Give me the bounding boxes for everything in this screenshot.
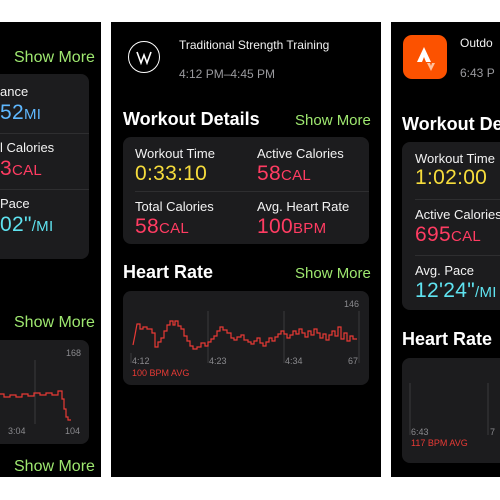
chart-min-label: 104 (65, 426, 81, 436)
avg-pace-label: Avg. Pace (415, 263, 475, 278)
workout-details-heading: Workout Details (123, 109, 260, 129)
show-more-button[interactable]: Show More (14, 458, 95, 475)
active-calories-value: 695CAL (415, 223, 482, 246)
stat-value: 02"/MI (0, 213, 54, 236)
chart-max-label: 146 (344, 299, 360, 309)
workout-details-heading: Workout De (402, 114, 500, 134)
divider (0, 189, 89, 190)
stat-label: l Calories (0, 140, 55, 155)
total-calories-value: 58CAL (135, 215, 190, 238)
chart-max-label: 168 (66, 348, 82, 358)
left-heart-rate-chart: 168 3:04 104 (0, 340, 89, 444)
show-more-button[interactable]: Show More (14, 49, 95, 66)
show-more-button[interactable]: Show More (14, 314, 95, 331)
left-workout-panel: Show More ance 52MI l Calories 3CAL Pace… (0, 22, 101, 477)
avg-heart-rate-label: Avg. Heart Rate (257, 199, 350, 214)
center-workout-panel: Traditional Strength Training 4:12 PM–4:… (111, 22, 381, 477)
x-axis-tick: 6:43 (411, 427, 429, 437)
stat-value: 3CAL (0, 157, 43, 180)
workout-time-label: Workout Time (415, 151, 495, 166)
x-axis-tick: 4:12 (132, 356, 150, 366)
divider (135, 191, 369, 192)
active-calories-label: Active Calories (415, 207, 500, 222)
workout-time-value: 1:02:00 (415, 166, 488, 189)
workout-title: Traditional Strength Training (179, 38, 330, 52)
heart-rate-grid (409, 383, 489, 435)
workout-details-card: Workout Time 1:02:00 Active Calories 695… (402, 142, 500, 310)
divider (0, 133, 89, 134)
x-axis-tick: 4:23 (209, 356, 227, 366)
heart-rate-heading: Heart Rate (402, 329, 493, 349)
stat-label: Pace (0, 196, 30, 211)
avg-bpm-label: 100 BPM AVG (132, 368, 190, 378)
strava-icon (403, 35, 447, 79)
workout-title: Outdo (460, 36, 493, 50)
workout-time-value: 0:33:10 (135, 162, 208, 185)
total-calories-label: Total Calories (135, 199, 214, 214)
divider (415, 199, 500, 200)
divider (415, 255, 500, 256)
x-axis-tick: 7 (490, 427, 496, 437)
avg-heart-rate-value: 100BPM (257, 215, 327, 238)
stat-label: ance (0, 84, 29, 99)
active-calories-label: Active Calories (257, 146, 344, 161)
heart-rate-chart-card: 6:43 7 117 BPM AVG (402, 358, 500, 463)
workout-time-range: 6:43 P (460, 66, 495, 80)
workout-time-range: 4:12 PM–4:45 PM (179, 67, 276, 81)
stat-value: 52MI (0, 101, 42, 124)
heart-rate-chart-card: 146 4:12 4:23 4:34 67 100 BPM AVG (123, 291, 369, 385)
active-calories-value: 58CAL (257, 162, 312, 185)
avg-pace-value: 12'24"/MI (415, 279, 497, 302)
avg-bpm-label: 117 BPM AVG (411, 438, 468, 448)
details-show-more-button[interactable]: Show More (295, 112, 371, 129)
workout-time-label: Workout Time (135, 146, 215, 161)
strength-training-w-icon (128, 41, 160, 73)
left-stats-card: ance 52MI l Calories 3CAL Pace 02"/MI (0, 74, 89, 259)
x-axis-tick: 3:04 (8, 426, 26, 436)
workout-details-card: Workout Time 0:33:10 Active Calories 58C… (123, 137, 369, 244)
heart-rate-line (130, 311, 360, 363)
chart-min-label: 67 (348, 356, 359, 366)
heart-rate-line (0, 360, 71, 424)
x-axis-tick: 4:34 (285, 356, 303, 366)
heart-rate-show-more-button[interactable]: Show More (295, 265, 371, 282)
heart-rate-heading: Heart Rate (123, 262, 214, 282)
right-workout-panel: Outdo 6:43 P Workout De Workout Time 1:0… (391, 22, 500, 477)
